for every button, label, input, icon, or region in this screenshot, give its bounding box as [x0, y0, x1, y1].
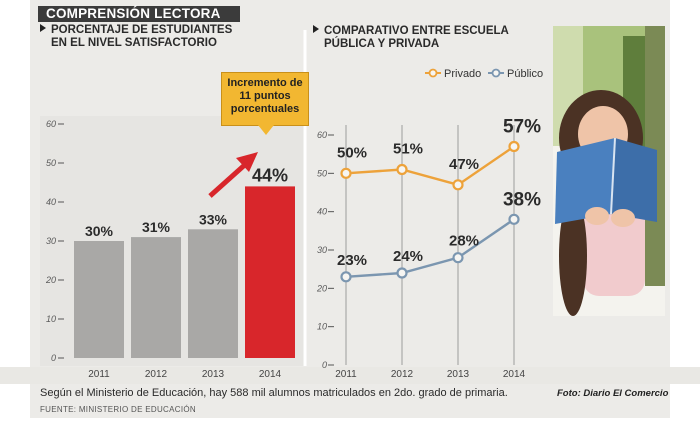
section-banner: COMPRENSIÓN LECTORA — [38, 6, 240, 22]
legend-swatch-marker — [428, 68, 438, 78]
point-value-label: 23% — [337, 252, 367, 269]
data-point — [508, 213, 520, 225]
bar-x-tick-label: 2013 — [202, 369, 225, 380]
line-y-tick-label: 50 — [317, 168, 327, 178]
line-y-tick-label: 60 — [317, 130, 327, 140]
bar-x-tick-label: 2012 — [145, 369, 168, 380]
bar-value-label: 44% — [252, 165, 288, 185]
bar — [131, 237, 181, 358]
point-value-label: 47% — [449, 156, 479, 173]
callout-line3: porcentuales — [230, 103, 300, 115]
callout-line1: Incremento de — [227, 77, 303, 89]
point-value-label: 51% — [393, 141, 423, 158]
bar — [188, 229, 238, 358]
increase-arrow-head-icon — [236, 152, 258, 172]
data-point — [452, 252, 464, 264]
axis-label-band — [0, 367, 700, 384]
line-y-tick-label: 0 — [322, 360, 327, 370]
data-point — [396, 267, 408, 279]
bar — [74, 241, 124, 358]
data-point — [396, 163, 408, 176]
triangle-bullet-icon — [313, 25, 319, 33]
series-line — [345, 145, 515, 187]
point-value-label: 24% — [393, 248, 423, 265]
line-subtitle-line2: PÚBLICA Y PRIVADA — [324, 38, 440, 50]
bar-value-label: 33% — [199, 211, 228, 227]
triangle-bullet-icon — [40, 24, 46, 32]
point-value-label: 38% — [503, 189, 541, 210]
legend-label: Privado — [444, 68, 481, 80]
point-value-label: 57% — [503, 117, 541, 138]
series-line — [345, 218, 515, 279]
photo-credit: Foto: Diario El Comercio — [557, 388, 669, 399]
bar-value-label: 30% — [85, 223, 114, 239]
bar-y-tick-label: 10 — [46, 314, 56, 324]
data-point — [340, 271, 352, 283]
line-y-tick-label: 10 — [317, 322, 327, 332]
callout-line2: 11 puntos — [239, 90, 291, 102]
bar-y-tick-label: 30 — [46, 236, 56, 246]
point-value-label: 50% — [337, 144, 367, 161]
increment-callout: Incremento de 11 puntos porcentuales — [221, 72, 309, 135]
line-chart-subtitle: COMPARATIVO ENTRE ESCUELA PÚBLICA Y PRIV… — [313, 25, 509, 51]
legend-label: Público — [507, 68, 543, 80]
line-subtitle-line1: COMPARATIVO ENTRE ESCUELA — [324, 25, 509, 37]
bar-x-tick-label: 2011 — [88, 369, 110, 380]
data-point — [508, 140, 520, 153]
increase-arrow-shaft — [208, 160, 250, 198]
source-line: FUENTE: MINISTERIO DE EDUCACIÓN — [40, 405, 196, 414]
line-y-tick-label: 30 — [317, 245, 327, 255]
footnote: Según el Ministerio de Educación, hay 58… — [40, 387, 508, 399]
point-value-label: 28% — [449, 233, 479, 250]
line-x-tick-label: 2012 — [391, 369, 414, 380]
line-y-tick-label: 20 — [316, 283, 327, 293]
bar — [245, 186, 295, 358]
bar-y-tick-label: 60 — [46, 119, 56, 129]
bar-x-tick-label: 2014 — [259, 369, 282, 380]
line-x-tick-label: 2013 — [447, 369, 470, 380]
bar-value-label: 31% — [142, 219, 171, 235]
legend-swatch-marker — [491, 68, 501, 78]
bar-y-tick-label: 40 — [46, 197, 56, 207]
bar-y-tick-label: 50 — [46, 158, 56, 168]
bar-subtitle-line2: EN EL NIVEL SATISFACTORIO — [51, 37, 217, 49]
line-x-tick-label: 2014 — [503, 369, 526, 380]
bar-chart-subtitle: PORCENTAJE DE ESTUDIANTES EN EL NIVEL SA… — [40, 24, 232, 50]
bar-subtitle-line1: PORCENTAJE DE ESTUDIANTES — [51, 24, 233, 36]
line-y-tick-label: 40 — [317, 207, 327, 217]
data-point — [340, 167, 352, 179]
bar-y-tick-label: 0 — [51, 353, 56, 363]
bar-y-tick-label: 20 — [45, 275, 56, 285]
data-point — [452, 179, 464, 191]
line-x-tick-label: 2011 — [335, 369, 357, 380]
girl-reading-photo — [553, 26, 665, 316]
